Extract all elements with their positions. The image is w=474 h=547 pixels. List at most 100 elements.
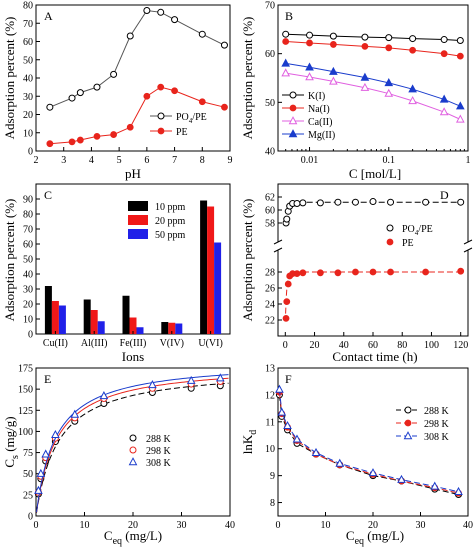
y-tick-label: 60	[23, 240, 33, 251]
legend-swatch	[128, 201, 148, 211]
data-point	[387, 268, 394, 276]
data-point	[299, 269, 307, 277]
panel-a: 2 3 4 5 6 7 8 9 0 10 20 30 40 50 60 70 80 PO4/PE PE pH Adsor…	[2, 1, 233, 182]
data-point	[277, 407, 287, 416]
data-point	[99, 391, 109, 400]
data-point	[51, 429, 60, 439]
y-tick-label: 150	[18, 385, 33, 396]
x-axis-label: Ceq (mg/L)	[346, 528, 404, 547]
data-point	[385, 44, 393, 52]
y-tick-label: 12	[265, 390, 275, 401]
legend-label: 288 K	[146, 434, 172, 445]
y-tick-label: 22	[265, 316, 275, 327]
data-point	[288, 116, 298, 125]
data-point	[198, 30, 206, 38]
data-point	[384, 88, 394, 97]
data-point	[329, 32, 337, 40]
bar	[90, 310, 98, 334]
data-point	[457, 198, 465, 206]
data-point	[284, 280, 292, 288]
x-tick-label: 40	[225, 520, 235, 531]
legend-label: PO4/PE	[402, 224, 433, 237]
y-tick-label: 26	[265, 284, 275, 295]
data-point	[171, 87, 178, 95]
x-tick-label: 0	[34, 520, 39, 531]
y-tick-label: 28	[265, 268, 275, 279]
y-tick-label: 100	[18, 427, 33, 438]
x-tick-label: 1	[466, 155, 471, 166]
y-tick-label: 70	[23, 19, 33, 30]
data-point	[129, 446, 137, 454]
bar	[136, 327, 144, 334]
data-point	[334, 198, 342, 206]
data-point	[329, 41, 337, 48]
legend: K(I) Na(I) Ca(II) Mg(II)	[282, 91, 335, 141]
y-tick-label: 10	[23, 128, 33, 139]
y-tick-label: 20	[23, 300, 33, 311]
y-tick-label: 40	[265, 147, 275, 158]
data-point	[68, 138, 76, 146]
legend-label: PO4/PE	[176, 112, 207, 125]
data-point	[305, 62, 314, 71]
x-tick-label: 10	[321, 520, 331, 531]
data-point	[439, 94, 449, 103]
data-point	[70, 409, 80, 418]
x-tick-label: V(IV)	[160, 338, 184, 349]
data-point	[143, 92, 151, 100]
panel-f: 0 10 20 30 40 8 9 10 11 12 13 288 K 298 K 308 K Ceq (m…	[240, 364, 473, 547]
panel-label-a: A	[44, 9, 53, 23]
data-point	[409, 35, 417, 43]
data-point	[456, 37, 464, 45]
data-point	[221, 103, 228, 111]
x-tick-label: 20	[128, 520, 138, 531]
data-point	[386, 224, 394, 232]
panel-label-e: E	[44, 372, 51, 386]
data-point	[126, 32, 134, 40]
x-tick-label: Fe(III)	[120, 338, 147, 349]
bar	[175, 323, 183, 334]
data-point	[110, 131, 117, 138]
data-point	[93, 132, 101, 140]
x-tick-label: 40	[463, 520, 473, 531]
y-axis-label: Adsorption percent (%)	[2, 17, 17, 140]
legend-label: Na(I)	[308, 104, 330, 115]
y-tick-label: 13	[265, 364, 275, 375]
data-point	[455, 101, 465, 110]
data-point	[329, 66, 338, 75]
x-tick-label: 6	[144, 155, 149, 166]
fit-curve	[278, 392, 459, 494]
y-tick-label: 10	[265, 444, 275, 455]
legend-label: PE	[176, 127, 188, 138]
panel-label-c: C	[44, 188, 52, 202]
data-point	[316, 199, 324, 207]
fit-curve	[35, 377, 229, 513]
y-tick-label: 62	[265, 193, 275, 204]
data-point	[360, 72, 370, 81]
data-point	[361, 42, 369, 50]
bar	[44, 286, 52, 334]
plot-frame	[277, 250, 469, 337]
data-point	[215, 373, 225, 382]
plot-frame	[277, 183, 469, 242]
data-point	[369, 268, 377, 276]
data-point	[368, 468, 378, 477]
data-point	[387, 198, 395, 206]
fit-curve	[285, 201, 461, 223]
y-tick-label: 70	[23, 225, 33, 236]
x-tick-label: 0.01	[301, 155, 319, 166]
legend: 10 ppm 20 ppm 50 ppm	[128, 201, 186, 241]
data-point	[334, 269, 342, 277]
data-point	[283, 420, 292, 430]
legend-swatch	[128, 229, 148, 239]
panel-label-b: B	[285, 9, 293, 23]
legend-label: 50 ppm	[155, 230, 186, 241]
y-tick-label: 10	[23, 315, 33, 326]
data-point	[292, 434, 302, 443]
data-point	[403, 431, 413, 440]
data-point	[198, 98, 206, 106]
data-point	[397, 474, 406, 483]
data-point	[288, 129, 298, 138]
x-tick-label: 7	[172, 155, 177, 166]
x-tick-label: 40	[339, 340, 349, 351]
